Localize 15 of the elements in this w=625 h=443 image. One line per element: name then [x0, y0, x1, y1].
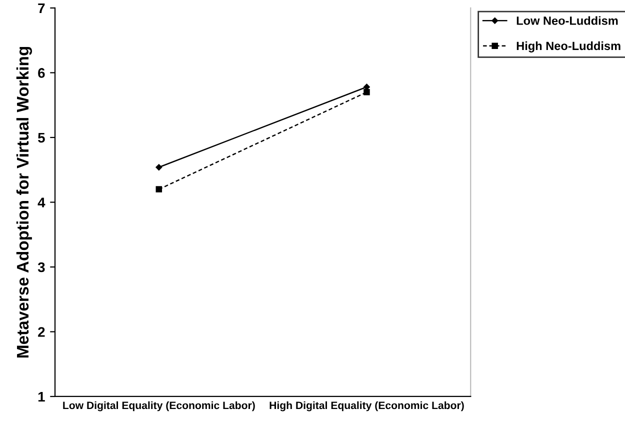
point [364, 89, 370, 96]
y-axis-title: Metaverse Adoption for Virtual Working [16, 46, 32, 358]
x-tick-label: High Digital Equality (Economic Labor) [270, 401, 464, 412]
y-tick-label: 2 [38, 327, 45, 337]
point [156, 164, 162, 170]
y-tick-label: 1 [38, 392, 45, 402]
point [156, 186, 162, 192]
y-tick-label: 3 [38, 262, 45, 272]
y-tick-label: 4 [38, 198, 46, 208]
y-tick-label: 7 [38, 3, 45, 14]
x-tick-label: Low Digital Equality (Economic Labor) [63, 401, 255, 412]
y-tick-label: 6 [38, 68, 45, 78]
legend-label: Low Neo-Luddism [516, 16, 618, 25]
legend-label: High Neo-Luddism [516, 41, 620, 52]
y-tick-label: 5 [38, 132, 45, 143]
